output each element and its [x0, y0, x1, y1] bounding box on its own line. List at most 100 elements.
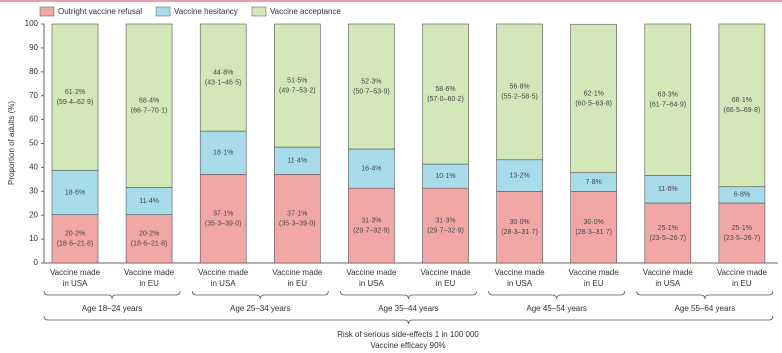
data-label: 11·4% — [287, 158, 307, 165]
data-label: 18·1% — [213, 150, 233, 157]
bar-segment — [199, 174, 247, 264]
x-tick-label: in EU — [436, 279, 456, 288]
x-tick-label: Vaccine made — [569, 268, 620, 277]
x-tick-label: Vaccine made — [346, 268, 397, 277]
x-tick-label: Vaccine made — [272, 268, 323, 277]
legend-swatch — [155, 6, 171, 17]
data-label: 20·2% — [139, 231, 159, 238]
x-tick-label: Vaccine made — [717, 268, 768, 277]
data-label: 52·3% — [361, 78, 381, 85]
data-label-interval: (43·1–46·5) — [205, 79, 242, 86]
bar-segment — [644, 23, 692, 176]
bar-segment — [51, 214, 99, 264]
data-label: 30·0% — [584, 219, 604, 226]
legend-swatch — [251, 6, 267, 17]
bar-segment — [51, 23, 99, 171]
data-label-interval: (28·3–31·7) — [501, 229, 538, 236]
y-tick-label: 90 — [29, 43, 38, 52]
data-label: 10·1% — [435, 173, 455, 180]
data-label-interval: (66·7–70·1) — [131, 108, 168, 115]
bar-segment — [125, 214, 173, 264]
data-label: 13·2% — [509, 172, 529, 179]
x-tick-label: in EU — [584, 279, 604, 288]
x-tick-label: in EU — [732, 279, 752, 288]
data-label: 44·8% — [213, 69, 233, 76]
y-tick-label: 100 — [25, 19, 39, 28]
y-tick-label: 30 — [29, 186, 38, 195]
x-tick-label: in EU — [288, 279, 308, 288]
data-label: 61·2% — [65, 89, 85, 96]
data-label: 25·1% — [658, 225, 678, 232]
y-tick-label: 80 — [29, 67, 38, 76]
data-label: 37·1% — [213, 211, 233, 218]
y-tick-label: 70 — [29, 91, 38, 100]
x-tick-label: in USA — [655, 279, 681, 288]
legend-label: Vaccine acceptance — [270, 7, 342, 16]
x-axis-title: Risk of serious side-effects 1 in 100 00… — [337, 330, 479, 339]
group-label: Age 25–34 years — [230, 304, 291, 313]
group-label: Age 18–24 years — [82, 304, 143, 313]
data-label-interval: (60·5–63·8) — [575, 100, 612, 107]
x-tick-label: in EU — [139, 279, 159, 288]
legend-label: Vaccine hesitancy — [174, 7, 238, 16]
overall-brace — [43, 315, 774, 325]
bar-segment — [199, 130, 247, 175]
data-label: 58·6% — [435, 86, 455, 93]
bar-segment — [422, 163, 469, 189]
x-tick-label: Vaccine made — [420, 268, 471, 277]
data-label-interval: (35·3–39·0) — [279, 221, 316, 228]
data-label: 31·3% — [435, 217, 455, 224]
group-brace — [43, 290, 181, 300]
data-label: 63·3% — [658, 91, 678, 98]
group-label: Age 45–54 years — [526, 304, 587, 313]
data-label: 37·1% — [287, 211, 307, 218]
bar-segment — [496, 191, 543, 264]
y-tick-label: 60 — [29, 115, 38, 124]
x-tick-label: Vaccine made — [643, 268, 694, 277]
bar-segment — [273, 23, 321, 148]
legend-label: Outright vaccine refusal — [58, 7, 142, 16]
group-brace — [636, 290, 774, 300]
x-tick-label: Vaccine made — [124, 268, 175, 277]
data-label: 7·8% — [586, 179, 602, 186]
bar-segment — [348, 23, 395, 150]
bar-segment — [570, 191, 618, 264]
bar-segment — [718, 23, 766, 188]
bar-segment — [199, 23, 247, 132]
bar-segment — [644, 174, 692, 204]
y-axis-title: Proportion of adults (%) — [7, 101, 16, 185]
data-label: 16·4% — [361, 165, 381, 172]
group-brace — [488, 290, 626, 300]
data-label: 20·2% — [65, 231, 85, 238]
y-tick-label: 20 — [29, 210, 38, 219]
bar-segment — [348, 187, 395, 264]
bar-segment — [644, 202, 692, 264]
x-tick-label: in USA — [359, 279, 385, 288]
data-label: 68·4% — [139, 98, 159, 105]
data-label: 18·6% — [65, 189, 85, 196]
data-label: 56·8% — [509, 84, 529, 91]
y-tick-label: 50 — [29, 139, 38, 148]
data-label-interval: (23·5–26·7) — [724, 235, 761, 242]
group-label: Age 55–64 years — [675, 304, 736, 313]
bar-segment — [422, 23, 469, 165]
data-label-interval: (59·4–62·9) — [57, 99, 94, 106]
data-label-interval: (18·6–21·8) — [57, 241, 94, 248]
x-axis-title: Vaccine efficacy 90% — [370, 341, 445, 350]
data-label-interval: (29·7–32·9) — [353, 227, 390, 234]
bar-segment — [348, 148, 395, 189]
bar-segment — [273, 146, 321, 175]
data-label-interval: (55·2–58·5) — [501, 94, 538, 101]
bar-segment — [718, 202, 766, 264]
group-brace — [191, 290, 329, 300]
data-label-interval: (50·7–53·9) — [353, 88, 390, 95]
data-label: 25·1% — [732, 225, 752, 232]
bar-segment — [570, 23, 618, 173]
data-label-interval: (61·7–64·9) — [650, 101, 687, 108]
data-label: 6·8% — [734, 192, 750, 199]
data-label: 62·1% — [584, 90, 604, 97]
bar-segment — [496, 159, 543, 192]
x-tick-label: in USA — [63, 279, 89, 288]
x-tick-label: Vaccine made — [198, 268, 249, 277]
y-tick-label: 40 — [29, 163, 38, 172]
